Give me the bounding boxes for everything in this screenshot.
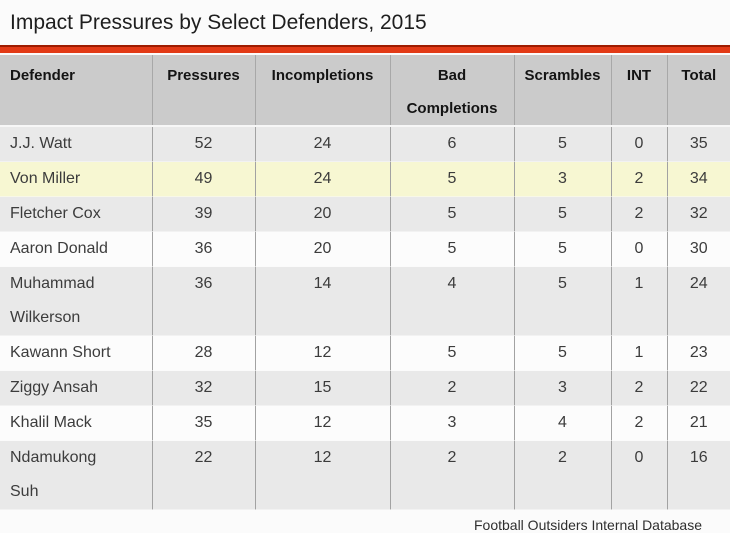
int-cell: 2 [611,196,668,232]
int-cell: 0 [611,126,668,162]
table-row: Muhammad Wilkerson 36 14 4 5 1 24 [0,266,730,336]
total-cell: 16 [667,440,730,510]
incompletions-cell: 12 [255,440,391,510]
total-cell: 32 [667,196,730,232]
table-row: Khalil Mack 35 12 3 4 2 21 [0,405,730,441]
int-cell: 1 [611,266,668,336]
scrambles-cell: 3 [514,161,612,197]
incompletions-cell: 12 [255,405,391,441]
pressures-cell: 39 [152,196,256,232]
defender-name-cell: Ziggy Ansah [0,370,153,406]
total-cell: 22 [667,370,730,406]
col-header-total: Total [667,55,730,127]
bad-completions-cell: 5 [390,335,515,371]
int-cell: 2 [611,405,668,441]
col-header-scrambles: Scrambles [514,55,612,127]
bad-completions-cell: 5 [390,231,515,267]
total-cell: 24 [667,266,730,336]
scrambles-cell: 5 [514,335,612,371]
total-cell: 21 [667,405,730,441]
int-cell: 1 [611,335,668,371]
col-header-bad-completions: Bad Completions [390,55,515,127]
pressures-cell: 36 [152,231,256,267]
scrambles-cell: 5 [514,231,612,267]
bad-completions-cell: 5 [390,161,515,197]
scrambles-cell: 4 [514,405,612,441]
total-cell: 23 [667,335,730,371]
col-header-incompletions: Incompletions [255,55,391,127]
incompletions-cell: 12 [255,335,391,371]
defenders-stats-table: Defender Pressures Incompletions Bad Com… [0,55,730,510]
scrambles-cell: 5 [514,266,612,336]
int-cell: 2 [611,370,668,406]
table-row: J.J. Watt 52 24 6 5 0 35 [0,126,730,162]
bad-completions-cell: 3 [390,405,515,441]
col-header-defender: Defender [0,55,153,127]
bad-completions-cell: 5 [390,196,515,232]
table-body: J.J. Watt 52 24 6 5 0 35 Von Miller 49 2… [0,126,730,510]
bad-completions-cell: 4 [390,266,515,336]
bad-completions-cell: 6 [390,126,515,162]
defender-name-cell: Aaron Donald [0,231,153,267]
col-header-int: INT [611,55,668,127]
page-title: Impact Pressures by Select Defenders, 20… [10,11,427,34]
bad-completions-cell: 2 [390,440,515,510]
defender-name-cell: J.J. Watt [0,126,153,162]
total-cell: 30 [667,231,730,267]
table-row: Ndamukong Suh 22 12 2 2 0 16 [0,440,730,510]
pressures-cell: 52 [152,126,256,162]
source-note: Football Outsiders Internal Database [473,517,702,533]
scrambles-cell: 5 [514,126,612,162]
incompletions-cell: 20 [255,231,391,267]
defender-name-cell: Khalil Mack [0,405,153,441]
total-cell: 35 [667,126,730,162]
int-cell: 2 [611,161,668,197]
defender-name-cell: Kawann Short [0,335,153,371]
scrambles-cell: 5 [514,196,612,232]
defender-name-cell: Ndamukong Suh [0,440,153,510]
accent-divider [0,45,730,53]
defender-name-cell: Muhammad Wilkerson [0,266,153,336]
pressures-cell: 49 [152,161,256,197]
table-row: Von Miller 49 24 5 3 2 34 [0,161,730,197]
header-row: Defender Pressures Incompletions Bad Com… [0,55,730,127]
incompletions-cell: 15 [255,370,391,406]
pressures-cell: 28 [152,335,256,371]
defender-name-cell: Von Miller [0,161,153,197]
scrambles-cell: 3 [514,370,612,406]
pressures-cell: 32 [152,370,256,406]
table-row: Fletcher Cox 39 20 5 5 2 32 [0,196,730,232]
incompletions-cell: 24 [255,126,391,162]
table-row: Aaron Donald 36 20 5 5 0 30 [0,231,730,267]
pressures-cell: 22 [152,440,256,510]
table-row: Ziggy Ansah 32 15 2 3 2 22 [0,370,730,406]
pressures-cell: 35 [152,405,256,441]
incompletions-cell: 24 [255,161,391,197]
incompletions-cell: 20 [255,196,391,232]
table-row: Kawann Short 28 12 5 5 1 23 [0,335,730,371]
int-cell: 0 [611,231,668,267]
pressures-cell: 36 [152,266,256,336]
defender-name-cell: Fletcher Cox [0,196,153,232]
col-header-pressures: Pressures [152,55,256,127]
scrambles-cell: 2 [514,440,612,510]
incompletions-cell: 14 [255,266,391,336]
int-cell: 0 [611,440,668,510]
bad-completions-cell: 2 [390,370,515,406]
total-cell: 34 [667,161,730,197]
